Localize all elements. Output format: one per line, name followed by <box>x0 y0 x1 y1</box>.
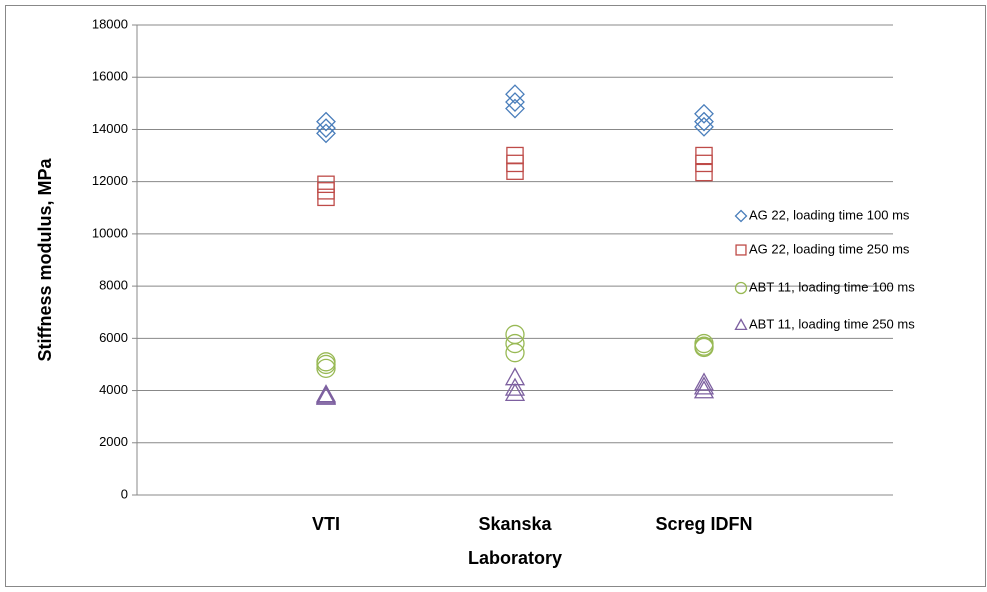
data-point <box>505 98 525 119</box>
y-tick-label: 10000 <box>92 225 128 240</box>
data-point <box>505 84 525 105</box>
legend-marker <box>735 244 747 256</box>
data-point <box>316 123 336 144</box>
data-point <box>505 92 525 112</box>
data-point <box>505 333 525 354</box>
data-point <box>695 154 713 173</box>
legend-label: AG 22, loading time 250 ms <box>749 241 910 256</box>
y-axis-label: Stiffness modulus, MPa <box>35 157 55 361</box>
data-point <box>695 163 713 182</box>
y-tick-label: 14000 <box>92 121 128 136</box>
y-tick-label: 6000 <box>99 330 128 345</box>
data-point <box>693 372 715 391</box>
y-tick-label: 8000 <box>99 278 128 293</box>
x-tick-label: Screg IDFN <box>655 514 753 534</box>
x-tick-label: Skanska Laboratory <box>467 514 563 568</box>
chart-border <box>5 5 986 587</box>
data-point <box>505 343 525 363</box>
y-tick-label: 2000 <box>99 434 128 449</box>
y-tick-label: 0 <box>121 486 128 501</box>
legend-label: AG 22, loading time 100 ms <box>749 207 910 222</box>
data-point <box>316 111 336 132</box>
data-point <box>506 162 524 180</box>
data-point <box>693 376 715 395</box>
y-tick-label: 16000 <box>92 69 128 84</box>
data-point <box>316 354 336 375</box>
data-point <box>317 188 335 207</box>
data-point <box>504 377 526 396</box>
data-point <box>504 382 526 402</box>
data-point <box>315 386 337 405</box>
legend-marker <box>734 281 748 295</box>
legend-label: ABT 11, loading time 100 ms <box>749 279 915 294</box>
legend-marker <box>734 209 748 223</box>
data-point <box>694 111 714 132</box>
data-point <box>316 118 336 139</box>
data-point <box>694 337 714 358</box>
legend-marker <box>734 318 748 331</box>
y-tick-label: 18000 <box>92 16 128 31</box>
data-point <box>316 358 336 379</box>
y-tick-label: 4000 <box>99 382 128 397</box>
data-point <box>694 103 714 124</box>
data-point <box>694 116 714 137</box>
x-tick-label: VTI <box>311 514 340 534</box>
legend-label: ABT 11, loading time 250 ms <box>749 316 915 331</box>
data-point <box>693 380 715 399</box>
y-tick-label: 12000 <box>92 173 128 188</box>
